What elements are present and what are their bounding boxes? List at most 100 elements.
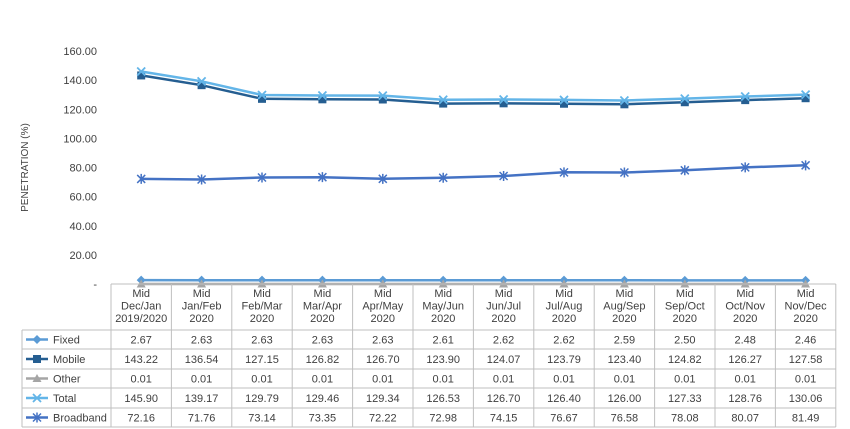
data-label: 2.67 (130, 335, 151, 347)
x-marker (378, 91, 388, 101)
data-label: 127.33 (668, 393, 702, 405)
square-marker (137, 71, 146, 80)
data-label: 126.53 (426, 393, 460, 405)
triangle-marker (257, 279, 267, 288)
square-marker (620, 100, 629, 109)
triangle-marker (619, 279, 629, 288)
square-marker (801, 94, 810, 103)
y-tick-label: 20.00 (69, 250, 97, 262)
data-label: 72.16 (127, 413, 155, 425)
legend-label: Total (53, 393, 76, 405)
data-label: 0.01 (312, 374, 333, 386)
data-label: 0.01 (130, 374, 151, 386)
data-label: 0.01 (614, 374, 635, 386)
series-total (136, 66, 811, 106)
star-marker (499, 171, 509, 182)
x-tick-label: 2020 (733, 313, 757, 325)
x-marker (196, 76, 207, 86)
data-label: 129.79 (245, 393, 279, 405)
square-marker (258, 94, 266, 103)
x-tick-label: 2020 (189, 313, 213, 325)
data-label: 123.90 (426, 354, 460, 366)
star-marker (197, 174, 207, 185)
data-label: 72.22 (369, 413, 397, 425)
x-tick-label: Mid (736, 288, 754, 300)
x-tick-label: Sep/Oct (665, 301, 705, 313)
y-tick-label: 40.00 (69, 221, 97, 233)
data-label: 0.01 (674, 374, 695, 386)
x-tick-label: Dec/Jan (121, 301, 161, 313)
star-marker (438, 172, 448, 183)
series-mobile (137, 71, 810, 109)
data-label: 2.63 (312, 335, 333, 347)
data-label: 78.08 (671, 413, 699, 425)
legend-key-total (26, 393, 48, 403)
legend-key-mobile (26, 355, 48, 363)
x-tick-label: Jul/Aug (546, 301, 583, 313)
x-tick-label: Mid (374, 288, 392, 300)
data-label: 126.70 (366, 354, 400, 366)
y-tick-label: 160.00 (63, 46, 97, 58)
data-label: 2.61 (432, 335, 453, 347)
series-broadband (136, 160, 811, 185)
x-marker (740, 91, 750, 102)
x-tick-label: Mid (616, 288, 634, 300)
x-tick-label: 2020 (673, 313, 697, 325)
x-marker (800, 89, 811, 100)
data-label: 71.76 (188, 413, 216, 425)
x-tick-label: Mid (555, 288, 573, 300)
x-tick-label: Nov/Dec (785, 301, 828, 313)
data-label: 76.67 (550, 413, 578, 425)
x-tick-label: 2020 (793, 313, 817, 325)
x-tick-label: Aug/Sep (603, 301, 645, 313)
data-label: 0.01 (432, 374, 453, 386)
star-marker (680, 165, 690, 176)
data-label: 2.62 (553, 335, 574, 347)
legend-key-other (26, 374, 48, 382)
square-marker (318, 95, 327, 104)
data-label: 73.14 (248, 413, 276, 425)
data-table: MidDec/Jan2019/2020MidJan/Feb2020MidFeb/… (21, 283, 837, 428)
data-label: 128.76 (728, 393, 762, 405)
x-tick-label: 2020 (552, 313, 576, 325)
triangle-marker (559, 279, 569, 288)
x-tick-label: 2020 (431, 313, 455, 325)
x-tick-label: Mid (314, 288, 332, 300)
data-label: 126.70 (487, 393, 521, 405)
x-tick-label: Feb/Mar (242, 301, 283, 313)
data-label: 73.35 (309, 413, 337, 425)
x-tick-label: Mar/Apr (303, 301, 342, 313)
square-marker (741, 96, 750, 105)
x-tick-label: Apr/May (362, 301, 403, 313)
x-tick-label: 2020 (612, 313, 636, 325)
y-axis-label: PENETRATION (%) (20, 123, 31, 212)
legend-key-broadband (26, 412, 48, 423)
data-label: 124.82 (668, 354, 702, 366)
diamond-marker (32, 335, 42, 344)
star-marker (317, 172, 327, 183)
star-marker (619, 167, 629, 178)
data-label: 130.06 (789, 393, 823, 405)
triangle-marker (801, 279, 811, 288)
triangle-marker (438, 279, 448, 288)
data-label: 127.58 (789, 354, 823, 366)
x-tick-label: 2019/2020 (115, 313, 167, 325)
series-line-total (140, 70, 806, 102)
data-label: 123.40 (608, 354, 642, 366)
y-axis-ticks: - 20.00 40.00 60.00 80.00 100.00 120.00 140.00 1… (63, 46, 97, 291)
data-label: 139.17 (185, 393, 219, 405)
x-tick-label: 2020 (491, 313, 515, 325)
data-label: 81.49 (792, 413, 820, 425)
data-label: 80.07 (731, 413, 759, 425)
data-label: 145.90 (124, 393, 158, 405)
triangle-marker (378, 279, 388, 288)
star-marker (136, 173, 146, 184)
x-tick-label: 2020 (371, 313, 395, 325)
y-tick-label: 120.00 (63, 104, 97, 116)
square-marker (499, 99, 508, 108)
data-label: 76.58 (611, 413, 639, 425)
x-tick-label: Mid (193, 288, 211, 300)
star-marker (801, 160, 811, 171)
data-label: 74.15 (490, 413, 518, 425)
